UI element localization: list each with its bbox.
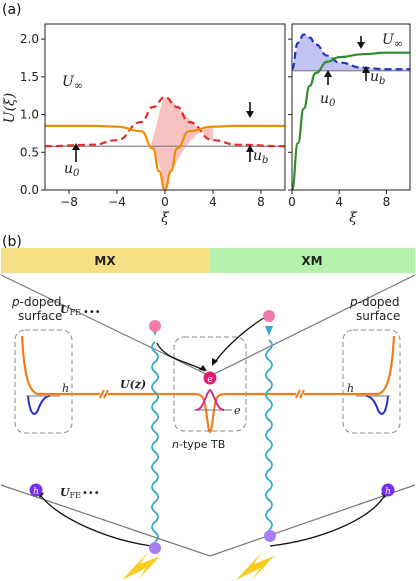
photon-line-left [151,341,159,543]
panel-a-label: (a) [2,2,22,18]
electron-top-right [263,310,275,322]
hole-bottom-left [149,542,161,554]
x-tick-label: 0 [161,195,169,209]
x-tick-label: 8 [383,195,391,209]
chart-a-uinf-label: U∞ [62,74,83,92]
chart-b-frame [291,23,411,191]
ufe-label-top: UFE [60,303,81,317]
chart-b-uinf-label: U∞ [382,32,403,50]
x-tick-label: 0 [288,195,296,209]
y-tick-label: 1.0 [20,108,39,122]
y-tick-label: 0.0 [20,183,39,197]
tb-label: n-type TB [172,438,225,451]
band-xm-label: XM [301,254,322,268]
uz-label: U(z) [120,378,146,391]
electron-top-left [149,320,161,332]
y-tick-label: 1.5 [20,70,39,84]
electron-tb-label: e [207,375,212,385]
fermi-lines [0,274,416,557]
lightning-right-icon [236,552,274,580]
x-tick-label: −8 [60,195,78,209]
hole-right-label: h [385,487,391,497]
chart-a-ylabel: U(ξ) [2,93,18,123]
right-surface-label-2: surface [356,309,400,323]
chart-b-xlabel: ξ [349,210,358,226]
hole-right [381,483,395,497]
band-mx [1,248,210,273]
chart-b: 0 4 8 ξ U∞ u0 ub [288,23,411,226]
chart-a-arrows [72,102,254,162]
chart-b-ub-label: ub [370,69,385,87]
ellipsis-bottom: ••• [82,488,100,499]
left-surface-label-1: p-doped [11,295,62,309]
right-surface-box [342,329,401,434]
left-surface-box [14,329,73,434]
x-tick-label: −4 [108,195,126,209]
series-line [292,33,410,71]
chart-a-u0-label: u0 [64,161,80,179]
ellipsis-top: ••• [83,307,101,318]
chart-b-u0-label: u0 [320,91,336,109]
transfer-arrows [39,315,386,547]
series-line [292,51,410,190]
left-surface-label-2: surface [18,309,62,323]
ufe-label-bottom: UFE [60,486,81,500]
break-marks [99,389,305,399]
y-tick-label: 0.5 [20,145,39,159]
tb-box [173,336,247,432]
x-tick-label: 4 [335,195,343,209]
diagram-b: MX XM UFE UFE ••• ••• p-doped surface p-… [0,248,416,580]
photon-line-right [265,339,273,531]
potential-uz-line [20,335,396,434]
x-tick-label: 8 [257,195,265,209]
chart-a: U(ξ) −8 −4 0 4 8 0.0 0.5 1.0 1.5 2.0 ξ U∞ u0 ub [2,23,286,226]
hole-left-label: h [33,487,39,497]
right-hole-wavefunction [365,395,389,415]
electron-tb [203,371,217,385]
y-tick-label: 2.0 [20,32,39,46]
x-tick-label: 4 [209,195,217,209]
band-xm [210,248,415,273]
panel-b-label: (b) [2,234,22,250]
right-h-label: h [347,382,354,395]
band-mx-label: MX [94,254,116,268]
lightning-left-icon [122,552,160,580]
chart-b-axes: 0 4 8 [288,38,391,209]
photon-arrow-right [265,326,273,336]
chart-a-axes: −8 −4 0 4 8 0.0 0.5 1.0 1.5 2.0 [20,32,265,209]
chart-b-arrows [324,36,370,85]
chart-a-xlabel: ξ [161,210,170,226]
tb-electron-wavefunction [195,388,225,411]
right-surface-label-1: p-doped [349,295,400,309]
left-h-label: h [62,382,69,395]
hole-left [29,483,43,497]
chart-b-shaded-area [292,34,410,71]
left-hole-wavefunction [27,395,51,415]
chart-a-ub-label: ub [253,148,268,166]
hole-bottom-right [264,530,276,542]
series-line [45,124,285,190]
chart-a-frame [44,23,286,191]
tb-e-label: e [234,404,241,417]
